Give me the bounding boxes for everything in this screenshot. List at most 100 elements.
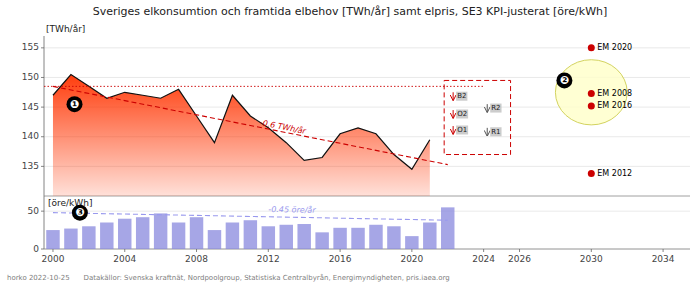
footer: horko 2022-10-25 [7,274,70,282]
bar [405,236,418,249]
scenario-label: O2 [456,109,468,118]
y-tick [41,249,44,250]
chart: Sveriges elkonsumtion och framtida elbeh… [0,0,700,284]
bar [208,230,221,249]
bar [262,226,275,249]
x-tick-label: 2026 [508,254,531,264]
bar [136,217,149,249]
y-tick-label: 135 [22,161,39,171]
scenario-label-text: O1 [457,126,467,134]
area-line [53,75,430,170]
scenario-label-bg [456,92,467,101]
x-tick-label: 2000 [42,254,65,264]
em-label: EM 2012 [597,169,632,178]
y-tick [41,166,44,167]
bar [118,219,131,249]
bar [315,232,328,249]
bar [82,226,95,249]
area-fill [53,75,430,196]
scenario-label-bg [490,104,501,113]
scenario-arrow [453,92,454,100]
y-tick-label: 145 [22,102,39,112]
x-tick [519,249,520,252]
reference-line [44,86,484,87]
bar [244,220,257,249]
scenario-label-text: R1 [491,128,500,136]
title: Sveriges elkonsumtion och framtida elbeh… [93,5,608,18]
trend-label: -0.45 öre/år [268,204,316,215]
bar [226,223,239,250]
em-label: EM 2016 [597,101,632,110]
bar [100,223,113,250]
bar [369,225,382,249]
y-tick-label: 150 [22,72,39,82]
y-tick-label: 50 [28,206,40,216]
y-axis [44,196,45,249]
scenario-label: B2 [456,92,467,101]
x-tick [340,249,341,252]
bar [351,228,364,249]
trend-label: -0.6 TWh/år [259,117,308,136]
em-point [588,90,595,97]
trend-line [53,213,448,221]
y-tick [41,136,44,137]
scenario-label-bg [490,127,501,136]
y-tick [41,77,44,78]
x-tick-label: 2016 [329,254,352,264]
number-badge-label: ❶ [70,98,79,111]
em-label: EM 2008 [597,89,632,98]
x-tick [268,249,269,252]
footer: Datakällor: Svenska kraftnät, Nordpoolgr… [84,273,450,282]
bar [46,230,59,249]
y-label: [öre/kWh] [48,198,92,208]
bar [280,225,293,249]
scenario-label: O1 [456,125,468,134]
x-tick [124,249,125,252]
bar [423,223,436,250]
annotations: -0.45 öre/år ❸ [72,204,317,221]
x-tick-label: 2012 [257,254,280,264]
background [0,0,700,284]
bar [64,229,77,249]
y-tick [41,211,44,212]
plot-area [44,75,484,196]
trend-line [53,86,448,164]
y-tick-label: 155 [22,42,39,52]
scenario-label: R2 [490,104,501,113]
forecast-box [444,80,510,154]
annotations: -0.6 TWh/år B2 O2 O1 R2 R1 EM 2020 EM 2008 EM 20… [67,43,633,178]
x-tick-label: 2030 [580,254,603,264]
y-label: [TWh/år] [46,24,85,34]
y-axis [44,36,45,196]
em-label: EM 2020 [597,43,632,52]
bar [154,213,167,249]
number-badge [556,72,572,88]
x-tick-label: 2020 [400,254,423,264]
scenario-label-text: R2 [491,104,500,112]
x-tick-label: 2024 [472,254,495,264]
em-point [588,44,595,51]
y-tick [41,47,44,48]
x-tick [196,249,197,252]
x-tick-label: 2008 [185,254,208,264]
scenario-label-text: B2 [457,92,466,100]
bar [172,223,185,250]
plot-area [46,207,454,249]
y-tick [41,107,44,108]
scenario-label-text: O2 [457,110,467,118]
scenario-arrow [487,128,488,136]
x-tick [483,249,484,252]
em-point [588,170,595,177]
number-badge [67,96,83,112]
number-badge-label: ❷ [560,74,569,87]
scenario-label: R1 [490,127,501,136]
x-tick-label: 2004 [113,254,136,264]
bar [441,207,454,249]
em-point [588,102,595,109]
number-badge-label: ❸ [75,206,84,219]
x-tick-label: 2034 [652,254,675,264]
scenario-arrow [453,126,454,134]
x-tick [591,249,592,252]
y-tick-label: 140 [22,131,39,141]
scenario-label-bg [456,125,468,134]
